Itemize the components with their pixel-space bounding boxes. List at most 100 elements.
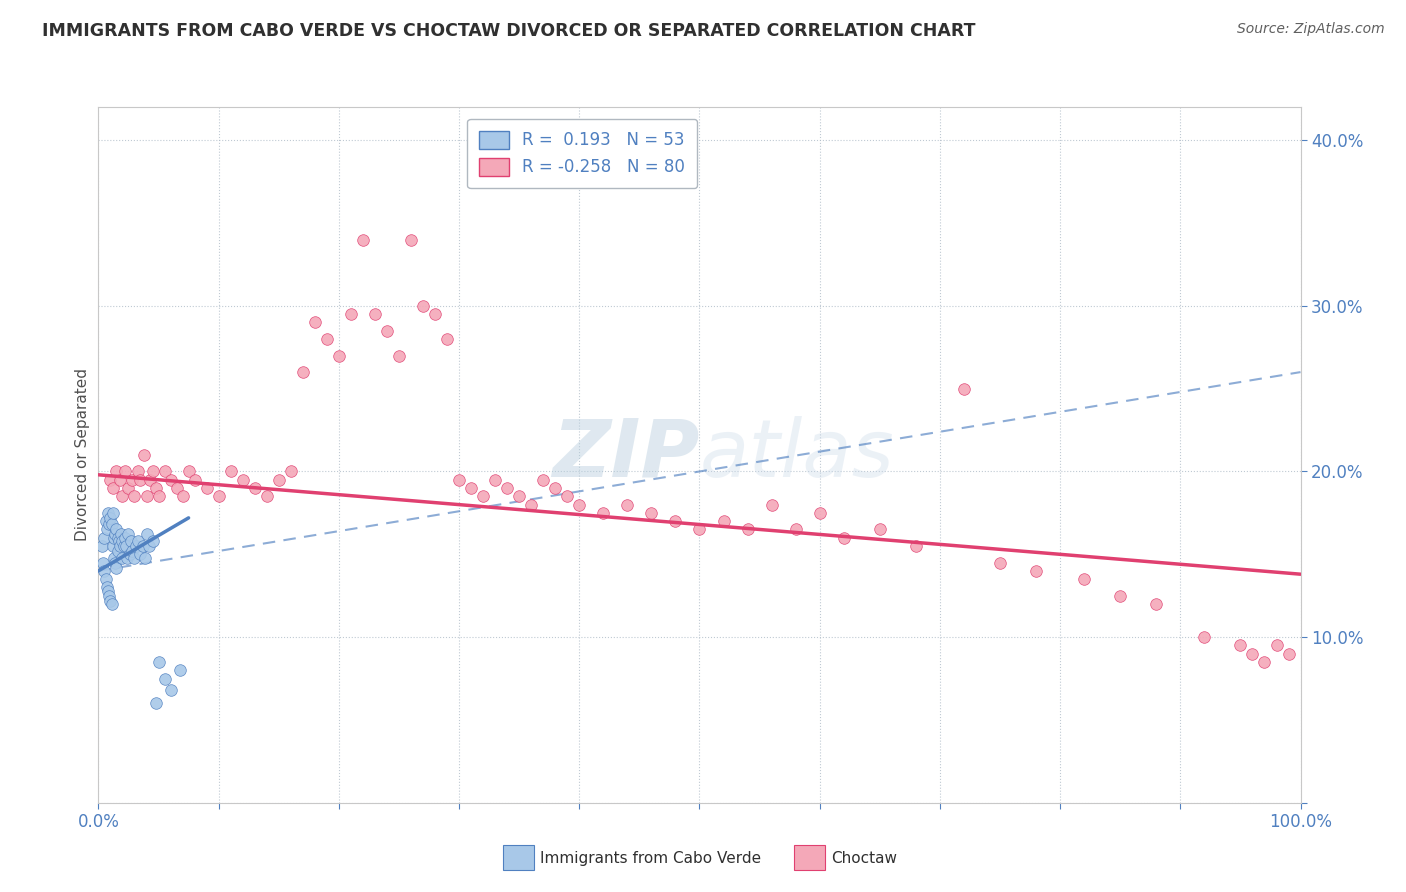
- Point: [107, 531, 129, 545]
- Point: [100, 597, 122, 611]
- Point: [1253, 655, 1275, 669]
- Point: [169, 663, 191, 677]
- Point: [159, 473, 181, 487]
- Point: [141, 465, 163, 479]
- Point: [664, 514, 686, 528]
- Point: [280, 465, 302, 479]
- Point: [105, 560, 128, 574]
- Point: [172, 489, 194, 503]
- Point: [484, 473, 506, 487]
- Point: [121, 473, 143, 487]
- Point: [108, 473, 131, 487]
- Point: [232, 473, 254, 487]
- Point: [107, 544, 129, 558]
- Point: [423, 307, 446, 321]
- Point: [114, 531, 136, 545]
- Point: [304, 315, 326, 329]
- Point: [121, 544, 143, 558]
- Point: [100, 517, 122, 532]
- Point: [127, 534, 149, 549]
- Point: [399, 233, 422, 247]
- Point: [101, 539, 124, 553]
- Point: [640, 506, 662, 520]
- Point: [139, 473, 162, 487]
- FancyBboxPatch shape: [794, 845, 825, 870]
- Point: [177, 465, 200, 479]
- Point: [183, 473, 205, 487]
- Point: [117, 550, 139, 565]
- Point: [508, 489, 530, 503]
- Point: [93, 564, 115, 578]
- Point: [713, 514, 735, 528]
- Point: [100, 593, 122, 607]
- Point: [125, 539, 148, 553]
- Point: [98, 517, 121, 532]
- Point: [148, 489, 170, 503]
- Point: [291, 365, 314, 379]
- Text: Source: ZipAtlas.com: Source: ZipAtlas.com: [1237, 22, 1385, 37]
- Point: [135, 489, 157, 503]
- Point: [328, 349, 350, 363]
- Point: [111, 489, 134, 503]
- Point: [108, 539, 131, 553]
- Point: [124, 489, 146, 503]
- Point: [115, 539, 138, 553]
- Point: [1277, 647, 1299, 661]
- Point: [832, 531, 855, 545]
- Point: [568, 498, 591, 512]
- Point: [243, 481, 266, 495]
- Point: [104, 556, 127, 570]
- Point: [117, 527, 139, 541]
- Point: [166, 481, 188, 495]
- Point: [129, 473, 152, 487]
- Point: [96, 581, 118, 595]
- Point: [592, 506, 614, 520]
- Point: [117, 481, 139, 495]
- Point: [132, 448, 155, 462]
- Point: [352, 233, 374, 247]
- Point: [496, 481, 519, 495]
- Point: [761, 498, 783, 512]
- Point: [447, 473, 470, 487]
- Point: [195, 481, 218, 495]
- Point: [472, 489, 495, 503]
- Point: [120, 534, 142, 549]
- Point: [688, 523, 710, 537]
- Point: [132, 539, 155, 553]
- Point: [145, 697, 167, 711]
- Point: [100, 511, 122, 525]
- Point: [112, 539, 135, 553]
- Point: [145, 481, 167, 495]
- Point: [1265, 639, 1288, 653]
- Point: [375, 324, 398, 338]
- Point: [1229, 639, 1251, 653]
- Point: [208, 489, 231, 503]
- Point: [1144, 597, 1167, 611]
- FancyBboxPatch shape: [503, 845, 534, 870]
- Point: [93, 531, 115, 545]
- Point: [129, 547, 152, 561]
- Point: [256, 489, 278, 503]
- Point: [364, 307, 387, 321]
- Point: [531, 473, 554, 487]
- Point: [91, 556, 114, 570]
- Text: IMMIGRANTS FROM CABO VERDE VS CHOCTAW DIVORCED OR SEPARATED CORRELATION CHART: IMMIGRANTS FROM CABO VERDE VS CHOCTAW DI…: [42, 22, 976, 40]
- Point: [114, 465, 136, 479]
- Point: [1073, 572, 1095, 586]
- Point: [159, 683, 181, 698]
- Point: [988, 556, 1011, 570]
- Point: [134, 550, 156, 565]
- Point: [219, 465, 242, 479]
- Point: [785, 523, 807, 537]
- Point: [124, 550, 146, 565]
- Text: Immigrants from Cabo Verde: Immigrants from Cabo Verde: [540, 851, 761, 865]
- Point: [97, 583, 120, 598]
- Point: [737, 523, 759, 537]
- Point: [153, 465, 176, 479]
- Text: atlas: atlas: [699, 416, 894, 494]
- Point: [555, 489, 578, 503]
- Point: [135, 527, 157, 541]
- Point: [315, 332, 337, 346]
- Point: [544, 481, 567, 495]
- Point: [103, 531, 125, 545]
